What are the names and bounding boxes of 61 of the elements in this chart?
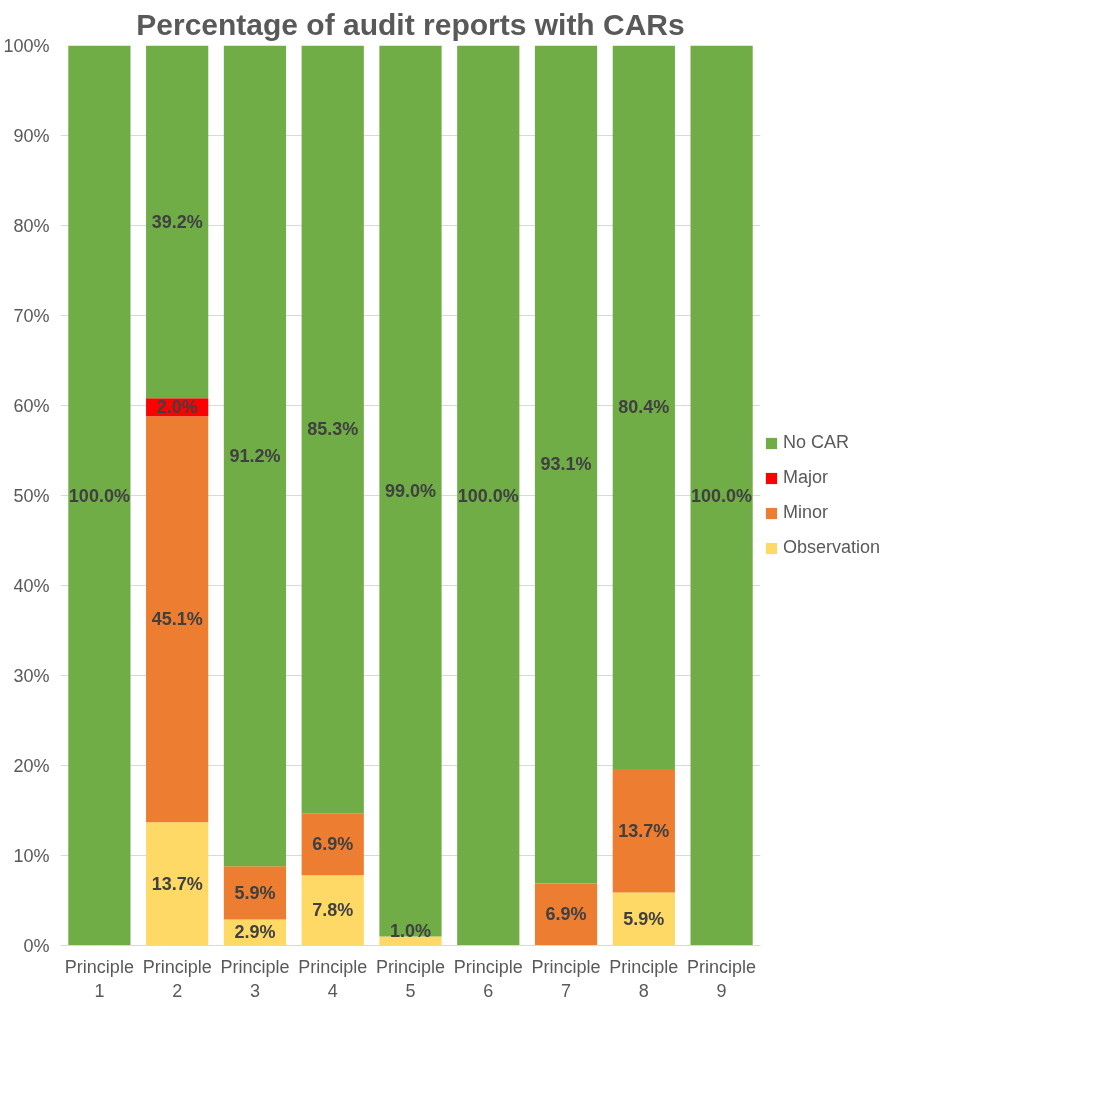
x-tick-label: Principle 6 [453, 956, 523, 1001]
bar [534, 45, 598, 884]
legend-label: No CAR [783, 432, 850, 453]
legend-label: Major [783, 467, 829, 488]
x-tick-label: Principle 8 [609, 956, 679, 1001]
data-label: 91.2% [229, 445, 281, 466]
data-label: 93.1% [540, 454, 592, 475]
bar [534, 883, 598, 946]
data-label: 7.8% [312, 900, 354, 921]
chart-title: Percentage of audit reports with CARs [136, 7, 685, 41]
y-tick-label: 20% [13, 755, 50, 776]
data-label: 99.0% [384, 481, 437, 501]
bar [379, 936, 442, 946]
bar [457, 45, 520, 946]
x-tick-label: Principle 1 [64, 956, 134, 1001]
y-tick-label: 0% [23, 935, 50, 956]
bar [301, 813, 364, 876]
y-tick-label: 60% [13, 395, 50, 416]
data-label: 5.9% [623, 908, 665, 929]
legend-label: Minor [783, 502, 829, 523]
data-label: 6.9% [545, 904, 587, 925]
bar [146, 45, 209, 399]
bar [690, 45, 753, 946]
bar [146, 822, 209, 946]
data-label: 13.7% [618, 820, 670, 841]
data-label: 39.2% [151, 211, 203, 232]
y-tick-label: 70% [13, 305, 50, 326]
data-label: 100.0% [68, 485, 130, 506]
y-tick-label: 50% [13, 485, 50, 506]
x-tick-label: Principle 9 [687, 956, 757, 1001]
x-tick-label: Principle 2 [142, 956, 212, 1001]
bar [379, 45, 442, 937]
bar [146, 416, 209, 823]
bar [301, 875, 364, 946]
x-tick-label: Principle 4 [298, 956, 368, 1001]
x-tick-label: Principle 5 [375, 956, 446, 1001]
data-label: 2.9% [234, 922, 276, 943]
legend-label: Observation [783, 537, 881, 558]
data-label: 45.1% [151, 609, 203, 630]
y-tick-label: 100% [3, 35, 50, 56]
data-label: 100.0% [457, 485, 519, 506]
y-tick-label: 10% [13, 845, 50, 866]
y-tick-label: 40% [13, 575, 50, 596]
y-tick-label: 90% [13, 125, 50, 146]
x-tick-label: Principle 7 [531, 956, 601, 1001]
bar [612, 769, 675, 893]
data-label: 85.3% [307, 419, 359, 440]
data-label: 80.4% [618, 397, 670, 418]
bar [301, 45, 364, 814]
y-tick-label: 30% [13, 665, 50, 686]
data-label: 5.9% [234, 882, 276, 903]
bar [612, 45, 675, 770]
data-label: 2.0% [156, 397, 198, 418]
data-label: 1.0% [389, 921, 432, 941]
bar [223, 45, 287, 867]
data-label: 13.7% [151, 873, 203, 894]
data-label: 6.9% [312, 834, 354, 855]
data-label: 100.0% [691, 485, 753, 506]
y-tick-label: 80% [13, 215, 50, 236]
x-tick-label: Principle 3 [220, 956, 290, 1001]
bar [68, 45, 131, 946]
